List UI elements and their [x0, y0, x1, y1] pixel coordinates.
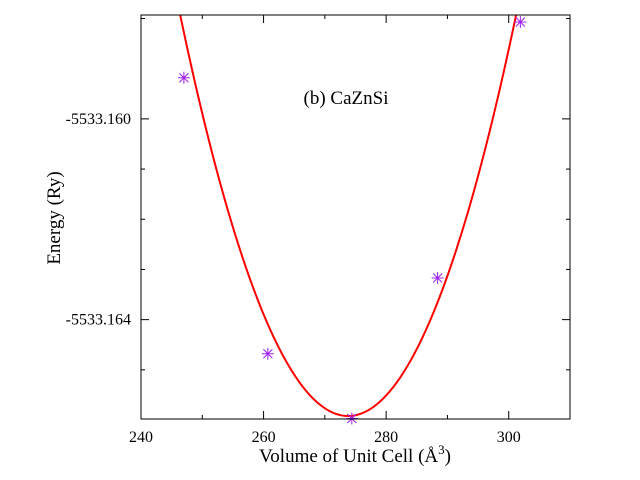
data-point	[177, 71, 190, 84]
x-tick-label: 300	[497, 429, 521, 446]
y-tick-label: -5533.164	[66, 312, 131, 329]
star-stroke-diagonal-b	[432, 273, 443, 283]
data-point	[514, 16, 527, 29]
star-stroke-diagonal-b	[515, 17, 526, 27]
x-axis-label-prefix: Volume of Unit Cell (	[259, 446, 424, 467]
y-axis-label: Energy (Ry)	[44, 171, 65, 264]
tick-marks	[140, 15, 570, 419]
star-stroke-diagonal-b	[346, 413, 357, 424]
star-stroke-diagonal-b	[179, 72, 189, 83]
data-point	[261, 347, 274, 360]
x-axis-label: Volume of Unit Cell (Å3)	[259, 442, 451, 467]
x-tick-label: 260	[252, 429, 276, 446]
star-stroke-diagonal-b	[263, 348, 273, 359]
data-point	[345, 412, 358, 425]
x-tick-label: 280	[374, 429, 398, 446]
data-points-layer	[177, 16, 527, 425]
x-axis-label-suffix: )	[445, 446, 451, 467]
x-tick-label: 240	[129, 429, 153, 446]
plot-annotation: (b) CaZnSi	[304, 88, 389, 109]
x-axis-label-unit: Å	[424, 446, 438, 467]
x-axis-label-exponent: 3	[438, 442, 445, 457]
data-point	[431, 271, 444, 284]
tick-labels: 240 260 280 300 -5533.160 -5533.164	[66, 111, 521, 446]
plot-frame	[140, 14, 571, 420]
y-tick-label: -5533.160	[66, 111, 131, 128]
